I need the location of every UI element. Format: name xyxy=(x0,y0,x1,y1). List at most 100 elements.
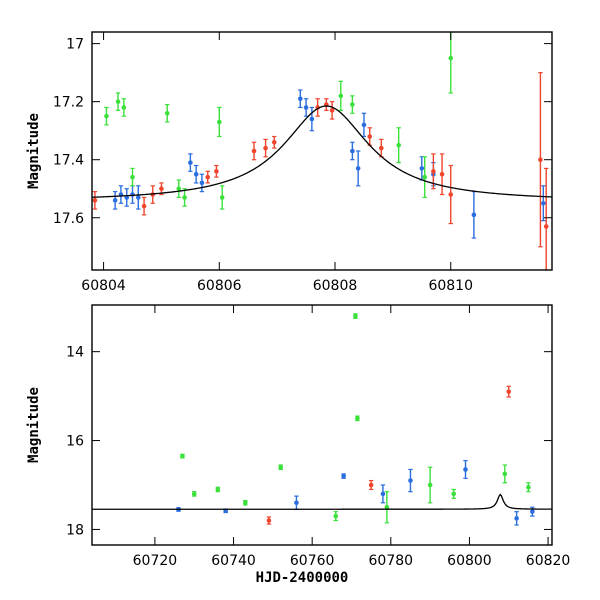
top-y-axis-label: Magnitude xyxy=(26,113,42,189)
data-point xyxy=(164,103,170,123)
data-point xyxy=(182,188,187,207)
data-point xyxy=(439,153,445,196)
data-point xyxy=(199,173,205,193)
data-point xyxy=(176,179,182,199)
bottom-y-axis-label: Magnitude xyxy=(26,387,42,463)
data-point xyxy=(115,92,121,111)
data-point xyxy=(92,191,98,210)
data-point xyxy=(180,453,185,459)
data-point xyxy=(451,488,457,499)
bottom-plot-frame xyxy=(91,304,553,546)
data-point xyxy=(278,464,284,471)
bottom-tick-labels: 60720 60740 60760 60780 60800 60820 14 16 18 xyxy=(66,345,570,569)
x-tick-label: 60810 xyxy=(428,278,473,294)
x-tick-label: 60800 xyxy=(447,553,492,569)
bottom-data-marks xyxy=(176,313,535,526)
y-tick-label: 17.6 xyxy=(53,211,84,227)
data-point xyxy=(309,106,315,132)
data-point xyxy=(333,511,339,522)
data-point xyxy=(135,185,141,210)
data-point xyxy=(379,138,384,158)
data-point xyxy=(368,479,374,491)
x-tick-label: 60820 xyxy=(526,553,571,569)
panel-bottom-lightcurve-full: 60720 60740 60760 60780 60800 60820 14 16 18 Mag… xyxy=(26,304,570,586)
data-point xyxy=(448,164,454,225)
data-point xyxy=(219,185,225,210)
bottom-model-curve xyxy=(92,493,552,510)
data-point xyxy=(341,473,346,479)
data-point xyxy=(350,141,355,161)
data-point xyxy=(367,127,373,146)
top-axis-ticks xyxy=(92,32,552,270)
x-tick-label: 60780 xyxy=(369,553,414,569)
data-point xyxy=(543,167,549,270)
y-tick-label: 14 xyxy=(66,345,84,361)
data-point xyxy=(263,138,268,158)
data-point xyxy=(271,135,277,149)
data-point xyxy=(205,170,211,184)
data-point xyxy=(214,164,219,178)
x-tick-label: 60804 xyxy=(81,278,126,294)
data-point xyxy=(502,464,508,484)
data-point xyxy=(353,313,358,319)
data-point xyxy=(141,196,147,216)
data-point xyxy=(112,191,118,210)
data-point xyxy=(124,188,130,207)
y-tick-label: 17 xyxy=(66,37,84,53)
data-point xyxy=(361,112,367,138)
data-point xyxy=(324,98,329,111)
data-point xyxy=(350,95,355,114)
top-tick-labels: 60804 60806 60808 60810 17 17.2 17.4 17.6 xyxy=(53,37,473,294)
bottom-axis-ticks xyxy=(92,305,552,545)
y-tick-label: 17.2 xyxy=(53,95,84,111)
y-tick-label: 16 xyxy=(66,434,84,450)
data-point xyxy=(104,106,109,126)
data-point xyxy=(355,150,361,187)
data-point xyxy=(191,491,197,497)
x-tick-label: 60720 xyxy=(133,553,178,569)
data-point xyxy=(526,482,531,493)
data-point xyxy=(243,499,248,506)
data-point xyxy=(427,466,433,504)
data-point xyxy=(215,486,221,493)
bottom-x-axis-label: HJD-2400000 xyxy=(256,570,349,586)
top-plot-frame xyxy=(91,31,553,271)
data-point xyxy=(380,484,386,504)
data-point xyxy=(448,32,454,94)
data-point xyxy=(294,495,299,511)
data-point xyxy=(538,72,543,248)
data-point xyxy=(355,415,360,422)
data-point xyxy=(216,106,222,138)
data-point xyxy=(422,156,428,199)
y-tick-label: 17.4 xyxy=(53,153,84,169)
data-point xyxy=(329,101,335,120)
data-point xyxy=(298,89,303,109)
data-point xyxy=(251,141,257,161)
data-point xyxy=(463,459,468,479)
x-tick-label: 60740 xyxy=(211,553,256,569)
data-point xyxy=(506,385,512,398)
x-tick-label: 60760 xyxy=(290,553,335,569)
y-tick-label: 18 xyxy=(66,522,84,538)
data-point xyxy=(408,468,413,493)
data-point xyxy=(188,153,193,172)
data-point xyxy=(130,167,135,187)
data-point xyxy=(471,191,477,239)
data-point xyxy=(130,185,135,204)
data-point xyxy=(193,164,199,184)
top-model-curve xyxy=(92,105,552,198)
panel-top-lightcurve-zoom: 60804 60806 60808 60810 17 17.2 17.4 17.6 Magni… xyxy=(26,31,553,294)
data-point xyxy=(266,516,272,525)
data-point xyxy=(396,127,401,164)
x-tick-label: 60808 xyxy=(313,278,358,294)
data-point xyxy=(384,491,390,524)
top-data-marks xyxy=(92,32,549,270)
data-point xyxy=(121,98,127,117)
data-point xyxy=(541,185,546,222)
x-tick-label: 60806 xyxy=(197,278,242,294)
data-point xyxy=(159,182,164,196)
data-point xyxy=(303,98,309,117)
data-point xyxy=(338,80,344,111)
data-point xyxy=(118,185,124,204)
